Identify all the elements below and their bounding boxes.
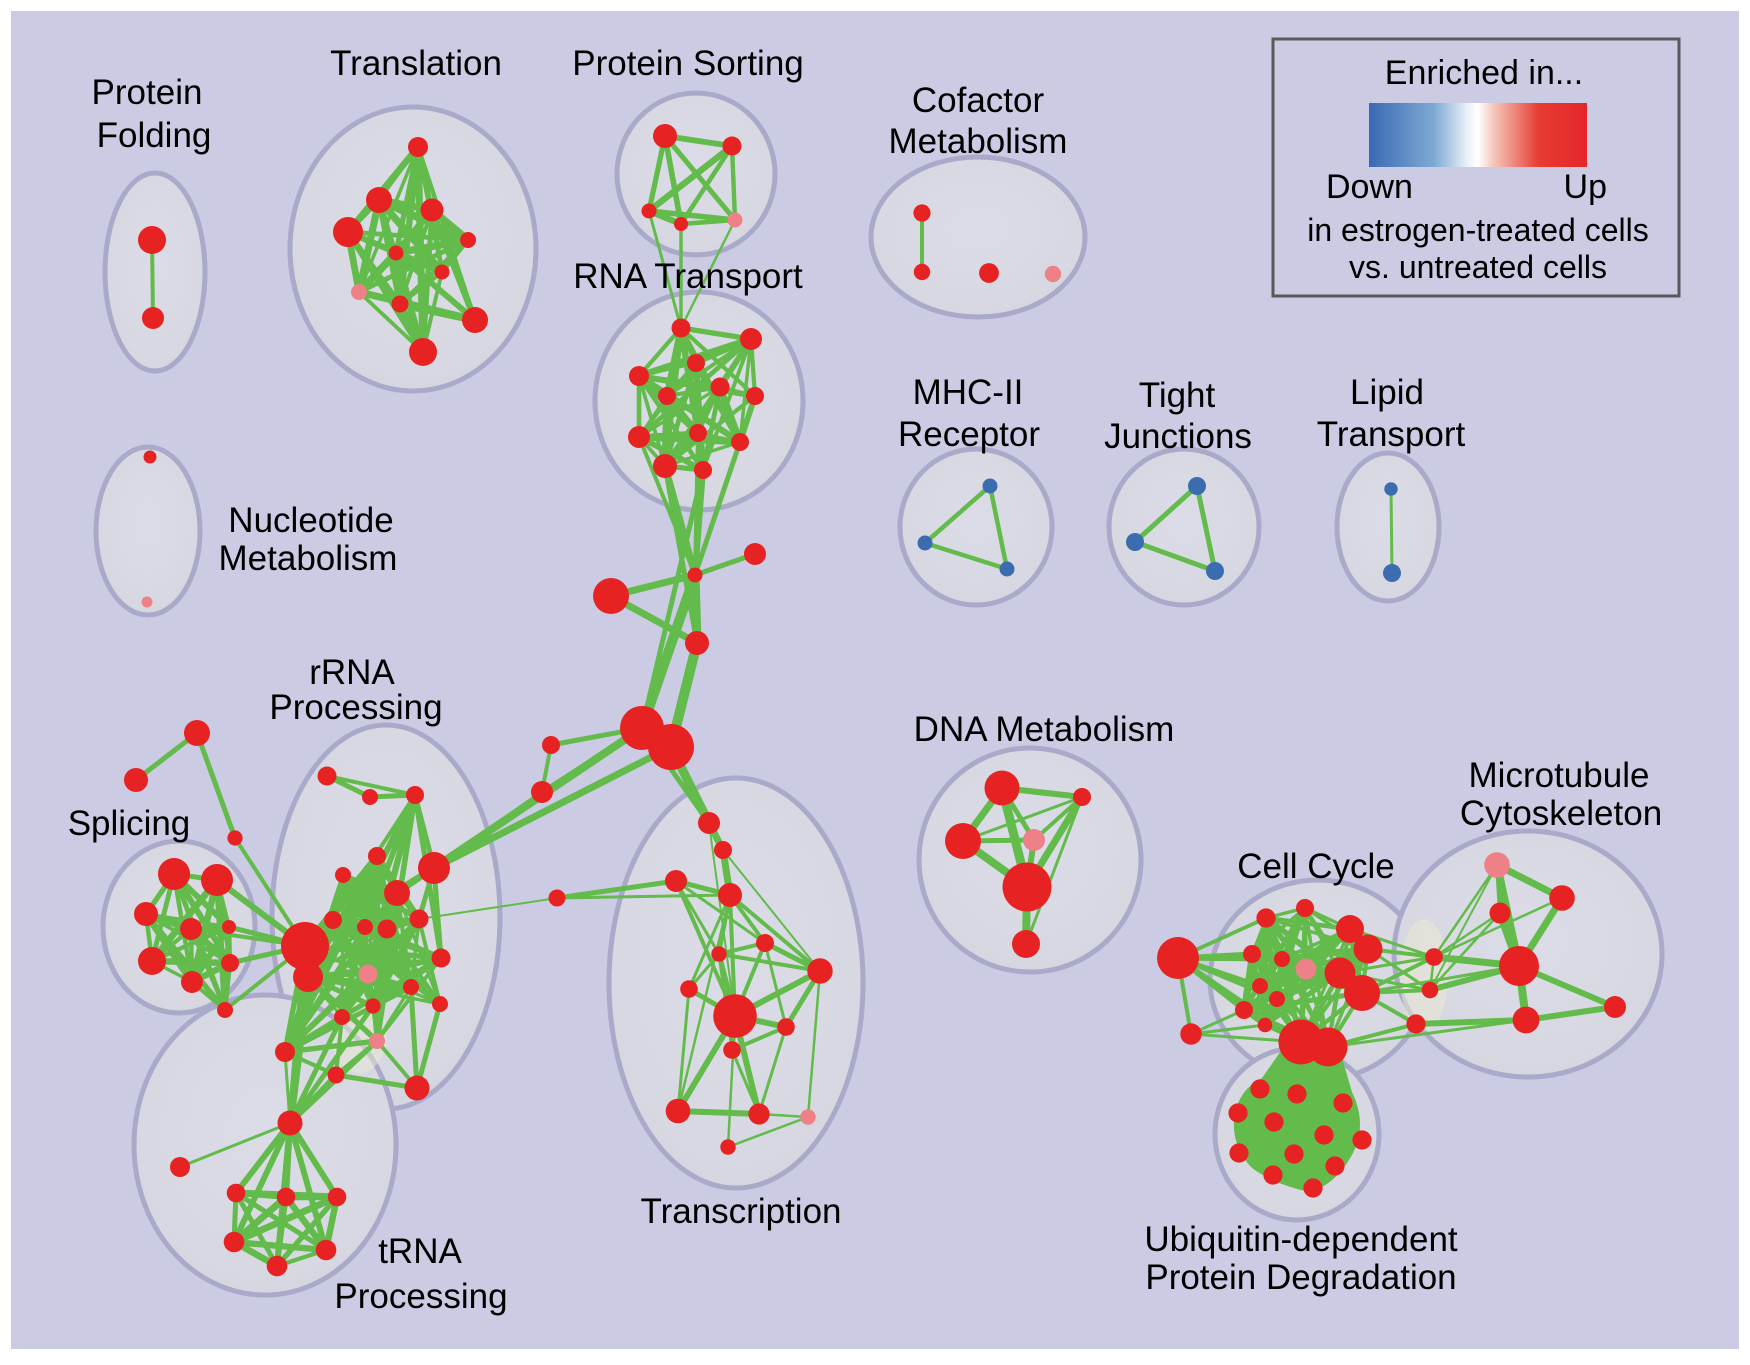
svg-text:Processing: Processing (269, 688, 442, 727)
svg-text:Enriched in...: Enriched in... (1385, 54, 1583, 92)
svg-text:tRNA: tRNA (378, 1232, 462, 1271)
svg-text:DNA Metabolism: DNA Metabolism (914, 710, 1175, 749)
svg-text:Metabolism: Metabolism (219, 539, 398, 578)
svg-text:Protein Degradation: Protein Degradation (1145, 1258, 1456, 1297)
svg-text:Receptor: Receptor (898, 415, 1040, 454)
svg-text:Transcription: Transcription (641, 1192, 842, 1231)
svg-text:in estrogen-treated cells: in estrogen-treated cells (1307, 212, 1649, 248)
svg-text:MHC-II: MHC-II (913, 373, 1024, 412)
svg-text:Metabolism: Metabolism (889, 122, 1068, 161)
svg-text:Tight: Tight (1139, 376, 1216, 415)
svg-text:Transport: Transport (1317, 415, 1466, 454)
svg-text:rRNA: rRNA (309, 653, 395, 692)
svg-text:Ubiquitin-dependent: Ubiquitin-dependent (1144, 1220, 1458, 1259)
svg-text:vs. untreated cells: vs. untreated cells (1349, 249, 1607, 285)
svg-text:Cell Cycle: Cell Cycle (1237, 847, 1395, 886)
svg-text:Protein Sorting: Protein Sorting (572, 44, 804, 83)
svg-text:Folding: Folding (97, 116, 212, 155)
svg-text:Microtubule: Microtubule (1469, 756, 1650, 795)
svg-text:Translation: Translation (330, 44, 502, 83)
svg-text:Cytoskeleton: Cytoskeleton (1460, 794, 1662, 833)
svg-text:Down: Down (1326, 168, 1413, 206)
svg-text:RNA Transport: RNA Transport (573, 257, 803, 296)
svg-text:Cofactor: Cofactor (912, 81, 1045, 120)
svg-text:Up: Up (1564, 168, 1607, 206)
svg-text:Nucleotide: Nucleotide (228, 501, 393, 540)
svg-text:Splicing: Splicing (68, 804, 191, 843)
svg-text:Protein: Protein (92, 73, 203, 112)
svg-text:Lipid: Lipid (1350, 373, 1424, 412)
svg-text:Junctions: Junctions (1104, 417, 1252, 456)
svg-text:Processing: Processing (334, 1277, 507, 1316)
